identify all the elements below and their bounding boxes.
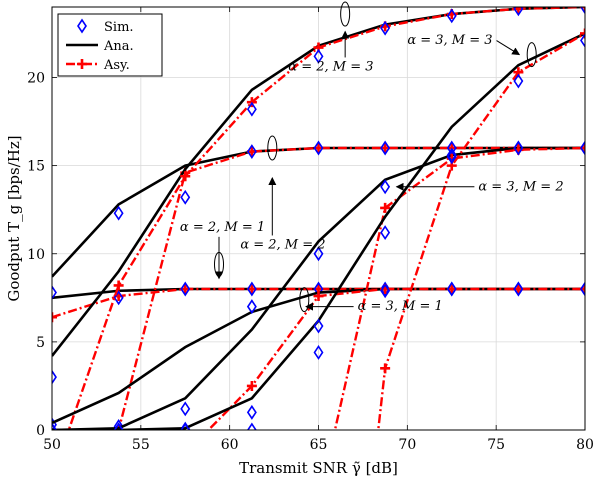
y-tick-label: 10: [27, 247, 45, 263]
sim-point-a2M3: [246, 101, 257, 117]
annotation-label: α = 3, M = 1: [358, 299, 443, 314]
annotation-ellipse: [267, 135, 278, 161]
sim-point-a3M2: [313, 246, 324, 262]
sim-point-a2M1: [246, 281, 257, 297]
annotation-label: α = 2, M = 1: [180, 220, 265, 235]
sim-point-a3M1: [580, 281, 585, 297]
sim-point-a3M3: [580, 33, 585, 48]
sim-point-a2M1: [180, 281, 191, 297]
asy-line-a2M2: [112, 146, 585, 430]
sim-point-a3M1: [380, 283, 391, 299]
sim-point-a2M3: [180, 401, 191, 417]
legend-label: Sim.: [104, 20, 134, 35]
annotation-group: α = 2, M = 1 α = 2, M = 2 α = 2, M = 3 α = …: [180, 1, 564, 314]
annotation-arrow: [496, 40, 521, 56]
sim-point-a2M2: [180, 189, 191, 205]
ana-line-a3M2: [52, 146, 585, 430]
x-axis-label: Transmit SNR γ̃ [dB]: [239, 459, 398, 477]
legend-sim-marker: [77, 18, 87, 34]
sim-point-a3M3: [313, 318, 324, 334]
legend-label: Asy.: [103, 58, 130, 73]
sim-point-a3M2: [380, 179, 391, 195]
series-a3M3: [52, 28, 585, 430]
sim-point-a2M1: [52, 285, 57, 300]
sim-point-a2M2: [380, 140, 391, 156]
sim-point-a3M1: [513, 281, 524, 297]
asy-point-a2M1: [52, 312, 57, 323]
asy-point-a2M2: [113, 425, 124, 430]
annotation-ellipse: [299, 287, 310, 313]
legend-label: Ana.: [103, 39, 134, 54]
legend: Sim. Ana. Asy.: [57, 13, 163, 77]
sim-point-a3M3: [180, 422, 191, 430]
y-tick-label: 0: [36, 423, 45, 439]
x-tick-label: 70: [398, 437, 416, 453]
x-tick-label: 75: [487, 437, 505, 453]
y-tick-label: 20: [27, 71, 45, 87]
y-tick-label: 5: [36, 335, 45, 351]
x-tick-label: 60: [221, 437, 239, 453]
y-axis-label: Goodput T_g [bps/Hz]: [5, 135, 23, 301]
grid-lines: [51, 7, 586, 431]
asy-point-a3M3: [380, 363, 391, 374]
sim-point-a3M3: [246, 422, 257, 430]
sim-point-a3M3: [513, 73, 524, 89]
sim-point-a2M1: [380, 281, 391, 297]
asy-point-a3M2: [380, 202, 391, 213]
sim-point-a2M3: [513, 7, 524, 17]
annotation-label: α = 3, M = 3: [407, 33, 492, 48]
sim-point-a2M3: [446, 8, 457, 24]
x-tick-label: 55: [132, 437, 150, 453]
x-tick-label: 80: [576, 437, 594, 453]
legend-asy-marker: [77, 59, 87, 69]
sim-point-a3M1: [313, 345, 324, 360]
y-tick-label: 15: [27, 159, 45, 175]
sim-point-a3M2: [580, 140, 585, 156]
asy-point-a2M3: [180, 171, 191, 182]
x-tick-label: 65: [310, 437, 328, 453]
sim-point-a3M1: [446, 281, 457, 297]
asy-point-a3M3: [580, 28, 585, 39]
sim-point-a2M2: [246, 144, 257, 159]
annotation-label: α = 3, M = 2: [478, 179, 563, 194]
sim-point-a3M3: [380, 225, 391, 241]
sim-point-a3M3: [52, 422, 57, 430]
sim-point-a3M2: [513, 140, 524, 156]
sim-point-a3M2: [246, 404, 257, 420]
asy-line-a3M3: [377, 32, 585, 430]
annotation-label: α = 2, M = 3: [288, 59, 373, 74]
annotation-ellipse: [526, 42, 537, 68]
asy-point-a3M1: [313, 291, 324, 302]
sim-point-a3M1: [246, 299, 257, 315]
sim-point-a2M2: [52, 369, 57, 385]
asy-point-a3M1: [246, 380, 257, 391]
x-tick-label: 50: [43, 437, 61, 453]
asy-line-a3M2: [333, 146, 585, 430]
annotation-label: α = 2, M = 2: [240, 237, 325, 252]
sim-point-a2M3: [113, 419, 124, 430]
sim-point-a3M3: [446, 149, 457, 165]
tick-group: 50 55 60 65 70 75 80 0 5 10 15 20: [27, 7, 594, 453]
asy-point-a2M3: [113, 280, 124, 291]
sim-point-a3M3: [113, 422, 124, 430]
sim-point-a2M2: [113, 205, 124, 221]
sim-point-a2M3: [380, 20, 391, 36]
sim-point-a2M3: [313, 48, 324, 64]
sim-point-a2M2: [313, 140, 324, 156]
sim-point-a2M1: [113, 290, 124, 306]
annotation-ellipse: [340, 1, 351, 27]
